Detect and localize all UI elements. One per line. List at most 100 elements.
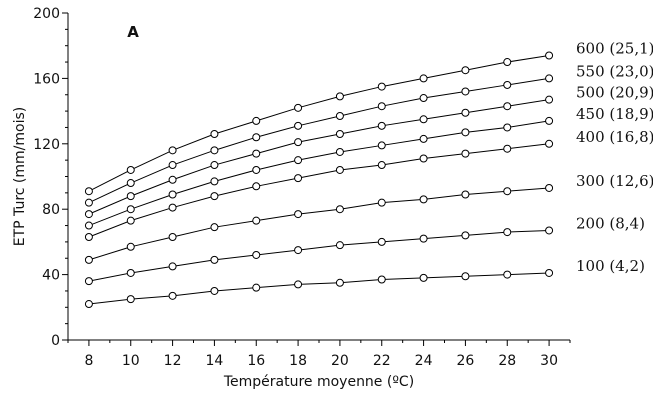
x-tick-label: 8 xyxy=(84,353,93,369)
data-point xyxy=(377,121,386,130)
series-label: 450 (18,9) xyxy=(576,105,653,123)
data-point xyxy=(210,161,219,170)
data-point xyxy=(294,174,303,183)
x-tick-label: 18 xyxy=(289,353,307,369)
data-point xyxy=(377,275,386,284)
data-point xyxy=(126,205,135,214)
series-label: 600 (25,1) xyxy=(576,40,653,58)
x-tick-label: 10 xyxy=(122,353,140,369)
panel-label-box xyxy=(112,16,154,46)
data-point xyxy=(168,291,177,300)
data-point xyxy=(503,58,512,67)
data-point xyxy=(503,123,512,132)
data-point xyxy=(545,74,554,83)
series-label: 400 (16,8) xyxy=(576,128,653,146)
data-point xyxy=(84,255,93,264)
data-point xyxy=(377,141,386,150)
data-point xyxy=(335,165,344,174)
data-point xyxy=(84,300,93,309)
y-axis-title: ETP Turc (mm/mois) xyxy=(12,107,28,247)
data-point xyxy=(252,149,261,158)
data-point xyxy=(84,187,93,196)
data-point xyxy=(84,210,93,219)
x-tick-label: 20 xyxy=(331,353,349,369)
data-point xyxy=(503,80,512,89)
data-point xyxy=(168,161,177,170)
data-point xyxy=(503,102,512,111)
y-tick-label: 80 xyxy=(42,202,60,218)
data-point xyxy=(252,165,261,174)
data-point xyxy=(252,283,261,292)
data-point xyxy=(168,262,177,271)
data-point xyxy=(503,144,512,153)
x-tick-label: 16 xyxy=(247,353,265,369)
data-point xyxy=(84,232,93,241)
data-point xyxy=(377,82,386,91)
data-point xyxy=(210,177,219,186)
data-point xyxy=(168,146,177,155)
x-tick-label: 12 xyxy=(164,353,182,369)
data-point xyxy=(419,273,428,282)
y-tick-label: 0 xyxy=(51,333,60,349)
data-point xyxy=(210,223,219,232)
series-line xyxy=(88,272,550,305)
data-point xyxy=(503,187,512,196)
data-point xyxy=(545,139,554,148)
x-tick-label: 30 xyxy=(540,353,558,369)
data-point xyxy=(377,102,386,111)
x-tick-label: 24 xyxy=(415,353,433,369)
data-point xyxy=(294,138,303,147)
series-label: 300 (12,6) xyxy=(576,172,653,190)
data-point xyxy=(503,270,512,279)
data-point xyxy=(419,134,428,143)
series-line xyxy=(88,187,550,261)
data-point xyxy=(126,242,135,251)
data-point xyxy=(210,286,219,295)
data-point xyxy=(168,203,177,212)
data-point xyxy=(126,216,135,225)
data-point xyxy=(503,228,512,237)
data-point xyxy=(294,121,303,130)
y-tick-label: 120 xyxy=(33,137,60,153)
data-point xyxy=(210,255,219,264)
data-point xyxy=(461,87,470,96)
data-point xyxy=(168,232,177,241)
data-point xyxy=(545,268,554,277)
data-point xyxy=(252,250,261,259)
series-label: 550 (23,0) xyxy=(576,62,653,80)
data-point xyxy=(126,165,135,174)
panel-label: A xyxy=(127,23,139,41)
data-point xyxy=(335,92,344,101)
data-point xyxy=(419,94,428,103)
y-tick-label: 160 xyxy=(33,71,60,87)
series-line xyxy=(88,77,550,204)
data-point xyxy=(419,74,428,83)
data-point xyxy=(210,192,219,201)
series-line xyxy=(88,99,550,215)
data-point xyxy=(419,154,428,163)
data-point xyxy=(84,221,93,230)
data-point xyxy=(84,198,93,207)
data-point xyxy=(126,192,135,201)
data-point xyxy=(545,226,554,235)
x-tick-label: 22 xyxy=(373,353,391,369)
data-point xyxy=(294,210,303,219)
series-label: 100 (4,2) xyxy=(576,257,645,275)
data-point xyxy=(377,198,386,207)
data-point xyxy=(419,234,428,243)
data-point xyxy=(545,116,554,125)
data-point xyxy=(377,237,386,246)
data-point xyxy=(419,195,428,204)
data-point xyxy=(335,147,344,156)
data-point xyxy=(252,133,261,142)
data-point xyxy=(461,190,470,199)
data-point xyxy=(461,149,470,158)
data-point xyxy=(168,190,177,199)
data-point xyxy=(210,146,219,155)
data-point xyxy=(335,278,344,287)
data-point xyxy=(294,156,303,165)
y-tick-label: 200 xyxy=(33,6,60,22)
data-point xyxy=(294,103,303,112)
data-point xyxy=(294,246,303,255)
